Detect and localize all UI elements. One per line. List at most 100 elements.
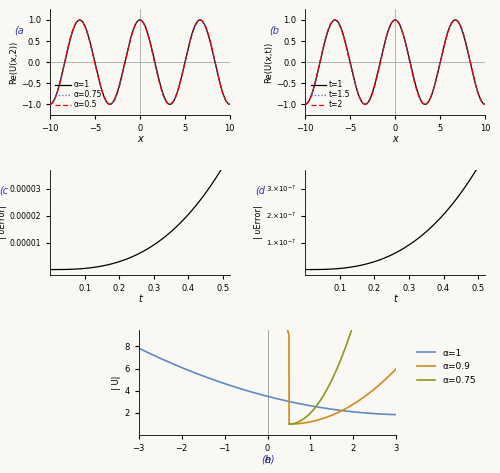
t=2 — [482, 101, 488, 107]
t=1.5 — [376, 68, 382, 73]
Line: α=1: α=1 — [138, 348, 396, 415]
t=2 — [375, 70, 381, 75]
α=1 — [190, 26, 196, 32]
t=1 — [446, 26, 452, 32]
α=0.9 — [378, 381, 384, 387]
t=2 — [426, 98, 432, 104]
Y-axis label: Re(U(ϰ,2)): Re(U(ϰ,2)) — [9, 41, 18, 84]
Legend: t=1, t=1.5, t=2: t=1, t=1.5, t=2 — [309, 79, 352, 111]
α=0.5 — [76, 17, 82, 23]
t=1 — [320, 44, 326, 50]
Text: (e): (e) — [261, 454, 274, 464]
t=1.5 — [320, 44, 326, 49]
α=0.9 — [292, 421, 298, 427]
α=1 — [386, 412, 392, 417]
α=1 — [170, 98, 176, 104]
t=2 — [446, 27, 452, 33]
α=0.75 — [107, 101, 113, 107]
α=0.75 — [312, 405, 318, 411]
t=1 — [452, 17, 458, 23]
α=0.75 — [286, 421, 292, 427]
α=1 — [254, 391, 260, 396]
α=0.5 — [170, 98, 176, 104]
t=2 — [332, 17, 338, 23]
Y-axis label: | υError|: | υError| — [0, 205, 6, 239]
α=0.5 — [120, 70, 126, 75]
t=1 — [482, 101, 488, 107]
t=1 — [375, 68, 381, 74]
t=1.5 — [302, 101, 308, 107]
α=0.75 — [76, 17, 82, 23]
Line: α=0.75: α=0.75 — [50, 20, 230, 104]
α=1 — [66, 44, 71, 50]
t=1.5 — [443, 36, 449, 42]
α=0.75 — [326, 384, 332, 390]
α=0.9 — [286, 421, 292, 427]
Line: t=1: t=1 — [305, 20, 485, 104]
X-axis label: x: x — [137, 134, 143, 144]
Legend: α=1, α=0.75, α=0.5: α=1, α=0.75, α=0.5 — [54, 79, 104, 111]
α=0.9 — [394, 366, 400, 371]
Line: α=0.9: α=0.9 — [282, 308, 397, 424]
X-axis label: x: x — [392, 134, 398, 144]
α=1 — [136, 345, 141, 351]
t=1.5 — [332, 17, 338, 23]
t=1 — [426, 98, 432, 104]
α=1 — [47, 101, 53, 107]
α=0.75 — [292, 420, 298, 426]
t=1 — [362, 101, 368, 107]
α=1 — [227, 101, 233, 107]
α=0.9 — [369, 388, 375, 394]
α=0.75 — [66, 44, 71, 49]
t=1.5 — [382, 40, 388, 45]
t=1.5 — [426, 98, 432, 104]
Text: (c: (c — [0, 185, 9, 195]
Text: (d: (d — [255, 185, 265, 195]
α=0.75 — [188, 36, 194, 42]
α=0.5 — [188, 38, 194, 44]
t=1.5 — [482, 101, 488, 107]
t=1 — [382, 40, 388, 46]
t=2 — [442, 38, 448, 44]
α=0.75 — [191, 26, 197, 32]
α=1 — [261, 393, 267, 398]
t=1.5 — [446, 26, 452, 32]
α=0.5 — [227, 101, 233, 107]
α=0.5 — [47, 101, 53, 107]
α=1 — [197, 17, 203, 23]
Y-axis label: | υError|: | υError| — [254, 205, 263, 239]
α=0.9 — [390, 370, 396, 376]
α=1 — [149, 351, 155, 357]
α=0.5 — [190, 27, 196, 33]
α=0.5 — [126, 41, 132, 47]
α=1 — [394, 412, 400, 418]
α=0.9 — [391, 368, 397, 374]
Line: α=1: α=1 — [50, 20, 230, 104]
α=0.75 — [356, 305, 362, 311]
α=0.75 — [126, 40, 132, 45]
t=1.5 — [362, 101, 368, 107]
X-axis label: t: t — [138, 294, 142, 305]
α=0.75 — [227, 101, 233, 107]
α=0.5 — [66, 43, 71, 49]
α=0.75 — [120, 68, 126, 73]
t=2 — [302, 101, 308, 107]
α=1 — [386, 412, 392, 417]
α=0.9 — [280, 305, 285, 311]
t=2 — [382, 41, 388, 47]
α=0.75 — [335, 363, 341, 369]
Y-axis label: | U|: | U| — [112, 375, 122, 390]
α=1 — [107, 101, 113, 107]
X-axis label: t: t — [393, 294, 397, 305]
Line: α=0.5: α=0.5 — [50, 20, 230, 104]
t=1 — [442, 37, 448, 43]
α=0.75 — [47, 101, 53, 107]
α=1 — [338, 408, 344, 413]
α=1 — [188, 37, 194, 43]
α=1 — [126, 40, 132, 46]
α=0.75 — [305, 412, 311, 418]
X-axis label: h: h — [264, 455, 270, 464]
α=1 — [120, 68, 126, 74]
Line: t=2: t=2 — [305, 20, 485, 104]
Text: (b: (b — [270, 25, 280, 35]
